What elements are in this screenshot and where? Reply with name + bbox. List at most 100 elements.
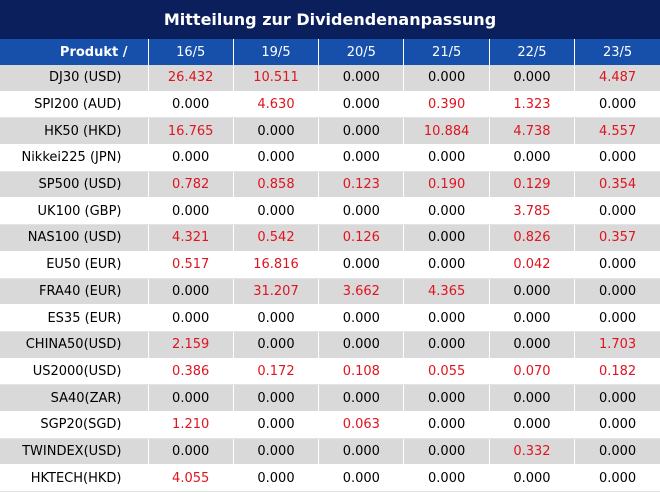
dividend-value-cell: 0.000 xyxy=(403,438,490,466)
dividend-value-cell: 0.129 xyxy=(489,171,576,199)
dividend-value-cell: 0.000 xyxy=(148,438,234,466)
product-name-cell: SGP20(SGD) xyxy=(0,411,149,439)
table-row: SA40(ZAR) 0.000 0.000 0.000 0.000 0.000 0.000 xyxy=(0,384,660,412)
dividend-value-cell: 3.785 xyxy=(489,197,576,226)
dividend-value-cell: 0.000 xyxy=(318,304,405,332)
dividend-value-cell: 0.000 xyxy=(574,304,660,332)
dividend-value-cell: 0.517 xyxy=(148,251,234,279)
dividend-value-cell: 0.123 xyxy=(318,171,405,199)
dividend-value-cell: 0.000 xyxy=(148,91,234,119)
product-name-cell: SPI200 (AUD) xyxy=(0,91,149,119)
dividend-value-cell: 0.000 xyxy=(318,438,405,466)
product-name-cell: US2000(USD) xyxy=(0,358,149,386)
dividend-value-cell: 0.000 xyxy=(403,384,490,412)
dividend-value-cell: 0.000 xyxy=(489,278,576,306)
dividend-value-cell: 0.000 xyxy=(318,91,405,119)
dividend-value-cell: 2.159 xyxy=(148,331,234,359)
table-row: US2000(USD) 0.386 0.172 0.108 0.055 0.070 0.18… xyxy=(0,358,660,386)
dividend-value-cell: 0.190 xyxy=(403,171,490,199)
table-row: NAS100 (USD) 4.321 0.542 0.126 0.000 0.826 0.3… xyxy=(0,224,660,252)
dividend-value-cell: 0.000 xyxy=(403,464,490,492)
dividend-value-cell: 0.000 xyxy=(489,304,576,332)
table-row: CHINA50(USD) 2.159 0.000 0.000 0.000 0.000 1.7… xyxy=(0,331,660,359)
dividend-value-cell: 0.063 xyxy=(318,411,405,439)
table-row: HKTECH(HKD) 4.055 0.000 0.000 0.000 0.000 0.00… xyxy=(0,464,660,492)
product-name-cell: SP500 (USD) xyxy=(0,171,149,199)
table-row: FRA40 (EUR) 0.000 31.207 3.662 4.365 0.000 0.0… xyxy=(0,278,660,306)
dividend-value-cell: 0.000 xyxy=(574,411,660,439)
dividend-value-cell: 0.172 xyxy=(233,358,320,386)
dividend-value-cell: 0.354 xyxy=(574,171,660,199)
dividend-value-cell: 0.182 xyxy=(574,358,660,386)
dividend-value-cell: 0.000 xyxy=(233,197,320,226)
dividend-value-cell: 1.323 xyxy=(489,91,576,119)
dividend-value-cell: 4.365 xyxy=(403,278,490,306)
dividend-value-cell: 0.000 xyxy=(489,144,576,172)
table-row: HK50 (HKD) 16.765 0.000 0.000 10.884 4.738 4.5… xyxy=(0,117,660,146)
dividend-value-cell: 0.000 xyxy=(403,65,490,92)
table-row: SGP20(SGD) 1.210 0.000 0.063 0.000 0.000 0.000 xyxy=(0,411,660,439)
dividend-value-cell: 0.000 xyxy=(318,65,405,92)
dividend-value-cell: 0.000 xyxy=(318,251,405,279)
product-name-cell: DJ30 (USD) xyxy=(0,65,149,92)
table-row: SP500 (USD) 0.782 0.858 0.123 0.190 0.129 0.35… xyxy=(0,171,660,199)
dividend-value-cell: 4.630 xyxy=(233,91,320,119)
dividend-value-cell: 0.000 xyxy=(318,197,405,226)
dividend-value-cell: 10.511 xyxy=(233,65,320,92)
dividend-value-cell: 0.332 xyxy=(489,438,576,466)
dividend-value-cell: 0.000 xyxy=(233,384,320,412)
product-name-cell: HK50 (HKD) xyxy=(0,117,149,146)
dividend-value-cell: 0.000 xyxy=(403,331,490,359)
dividend-value-cell: 0.858 xyxy=(233,171,320,199)
product-name-cell: CHINA50(USD) xyxy=(0,331,149,359)
dividend-value-cell: 3.662 xyxy=(318,278,405,306)
column-header-date: 23/5 xyxy=(574,39,660,65)
dividend-value-cell: 0.000 xyxy=(148,384,234,412)
dividend-value-cell: 0.055 xyxy=(403,358,490,386)
column-header-date: 19/5 xyxy=(233,39,320,65)
dividend-value-cell: 1.703 xyxy=(574,331,660,359)
dividend-value-cell: 0.000 xyxy=(318,464,405,492)
page-title: Mitteilung zur Dividendenanpassung xyxy=(0,0,660,39)
product-name-cell: ES35 (EUR) xyxy=(0,304,149,332)
column-header-date: 22/5 xyxy=(489,39,576,65)
table-row: EU50 (EUR) 0.517 16.816 0.000 0.000 0.042 0.00… xyxy=(0,251,660,279)
dividend-value-cell: 0.000 xyxy=(403,251,490,279)
dividend-value-cell: 0.000 xyxy=(403,411,490,439)
dividend-value-cell: 31.207 xyxy=(233,278,320,306)
dividend-value-cell: 0.000 xyxy=(574,438,660,466)
product-name-cell: SA40(ZAR) xyxy=(0,384,149,412)
dividend-value-cell: 0.000 xyxy=(489,384,576,412)
dividend-value-cell: 0.108 xyxy=(318,358,405,386)
dividend-value-cell: 0.000 xyxy=(148,144,234,172)
dividend-value-cell: 0.542 xyxy=(233,224,320,252)
dividend-value-cell: 1.210 xyxy=(148,411,234,439)
dividend-value-cell: 0.000 xyxy=(318,144,405,172)
dividend-value-cell: 0.390 xyxy=(403,91,490,119)
table-body: DJ30 (USD) 26.432 10.511 0.000 0.000 0.000 4.4… xyxy=(0,65,660,492)
column-header-date: 20/5 xyxy=(318,39,405,65)
dividend-value-cell: 4.055 xyxy=(148,464,234,492)
dividend-value-cell: 0.126 xyxy=(318,224,405,252)
table-row: ES35 (EUR) 0.000 0.000 0.000 0.000 0.000 0.000 xyxy=(0,304,660,332)
dividend-value-cell: 0.000 xyxy=(574,278,660,306)
dividend-value-cell: 0.070 xyxy=(489,358,576,386)
dividend-value-cell: 0.000 xyxy=(403,224,490,252)
dividend-value-cell: 0.000 xyxy=(403,304,490,332)
dividend-value-cell: 0.000 xyxy=(574,144,660,172)
dividend-value-cell: 0.782 xyxy=(148,171,234,199)
dividend-value-cell: 0.000 xyxy=(233,331,320,359)
dividend-value-cell: 4.738 xyxy=(489,117,576,146)
dividend-value-cell: 0.000 xyxy=(233,438,320,466)
dividend-value-cell: 0.357 xyxy=(574,224,660,252)
dividend-value-cell: 0.000 xyxy=(233,411,320,439)
dividend-value-cell: 0.000 xyxy=(148,197,234,226)
dividend-value-cell: 0.000 xyxy=(574,197,660,226)
dividend-value-cell: 4.557 xyxy=(574,117,660,146)
dividend-value-cell: 26.432 xyxy=(148,65,234,92)
dividend-value-cell: 4.321 xyxy=(148,224,234,252)
table-row: Nikkei225 (JPN) 0.000 0.000 0.000 0.000 0.000… xyxy=(0,144,660,172)
dividend-value-cell: 0.000 xyxy=(574,91,660,119)
table-row: SPI200 (AUD) 0.000 4.630 0.000 0.390 1.323 0.0… xyxy=(0,91,660,119)
table-row: DJ30 (USD) 26.432 10.511 0.000 0.000 0.000 4.4… xyxy=(0,65,660,92)
